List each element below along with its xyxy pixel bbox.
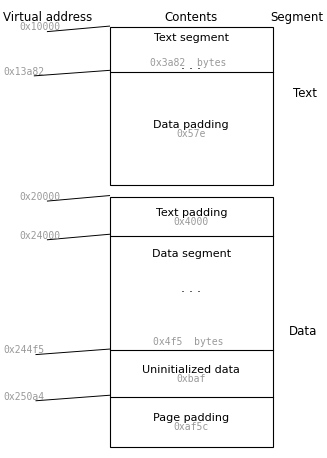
Text: Segment: Segment — [271, 11, 324, 24]
Text: Uninitialized data: Uninitialized data — [142, 365, 240, 375]
Text: Text padding: Text padding — [156, 207, 227, 218]
Text: 0x13a82: 0x13a82 — [3, 67, 44, 77]
Text: . . .: . . . — [181, 282, 201, 295]
Text: Data segment: Data segment — [152, 249, 231, 259]
Text: 0x244f5: 0x244f5 — [3, 345, 44, 355]
Text: Text segment: Text segment — [154, 33, 229, 43]
Bar — [110, 197, 273, 447]
Text: Virtual address: Virtual address — [3, 11, 93, 24]
Text: 0x4000: 0x4000 — [174, 217, 209, 227]
Text: 0x10000: 0x10000 — [20, 22, 61, 33]
Text: 0x250a4: 0x250a4 — [3, 392, 44, 402]
Text: . . .: . . . — [181, 59, 201, 72]
Bar — [110, 27, 273, 185]
Text: Contents: Contents — [165, 11, 218, 24]
Text: 0x4f5  bytes: 0x4f5 bytes — [153, 337, 223, 347]
Text: 0x20000: 0x20000 — [20, 192, 61, 202]
Text: Text: Text — [293, 87, 317, 100]
Text: Data: Data — [289, 325, 317, 338]
Text: 0x57e: 0x57e — [177, 129, 206, 139]
Text: Data padding: Data padding — [153, 120, 229, 130]
Text: 0x3a82  bytes: 0x3a82 bytes — [150, 59, 226, 69]
Text: 0xbaf: 0xbaf — [177, 374, 206, 384]
Text: Page padding: Page padding — [153, 413, 229, 423]
Text: 0xaf5c: 0xaf5c — [174, 422, 209, 432]
Text: 0x24000: 0x24000 — [20, 231, 61, 240]
